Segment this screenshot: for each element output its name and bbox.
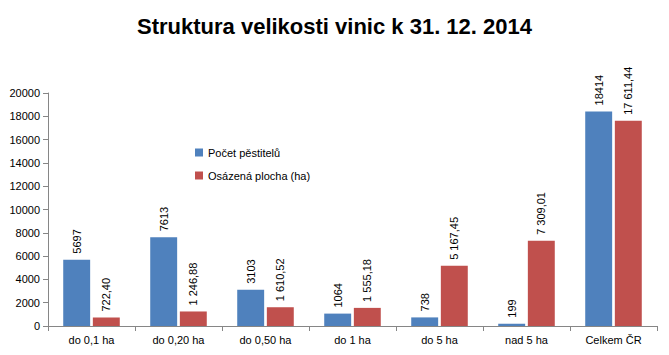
svg-text:16000: 16000 xyxy=(9,134,40,146)
svg-text:2000: 2000 xyxy=(16,297,40,309)
svg-text:3103: 3103 xyxy=(245,259,257,283)
svg-text:20000: 20000 xyxy=(9,87,40,99)
svg-text:Struktura velikosti vinic k 31: Struktura velikosti vinic k 31. 12. 2014 xyxy=(137,14,533,39)
svg-text:7613: 7613 xyxy=(158,207,170,231)
svg-text:8000: 8000 xyxy=(16,227,40,239)
svg-text:nad 5 ha: nad 5 ha xyxy=(505,334,549,346)
svg-text:17 611,44: 17 611,44 xyxy=(622,67,634,115)
svg-text:18000: 18000 xyxy=(9,110,40,122)
svg-text:12000: 12000 xyxy=(9,180,40,192)
svg-text:1 246,88: 1 246,88 xyxy=(187,263,199,306)
svg-text:1064: 1064 xyxy=(332,283,344,307)
svg-text:Počet pěstitelů: Počet pěstitelů xyxy=(208,147,280,159)
svg-text:1 610,52: 1 610,52 xyxy=(274,258,286,301)
svg-text:0: 0 xyxy=(34,320,40,332)
svg-text:Celkem ČR: Celkem ČR xyxy=(585,334,641,346)
svg-text:5 167,45: 5 167,45 xyxy=(448,217,460,260)
svg-text:5697: 5697 xyxy=(71,229,83,253)
svg-text:722,40: 722,40 xyxy=(100,278,112,312)
svg-text:do 0,1 ha: do 0,1 ha xyxy=(69,334,116,346)
svg-text:7 309,01: 7 309,01 xyxy=(535,192,547,235)
svg-text:1 555,18: 1 555,18 xyxy=(361,259,373,302)
svg-text:do 1 ha: do 1 ha xyxy=(334,334,372,346)
svg-text:do 5 ha: do 5 ha xyxy=(421,334,459,346)
svg-text:738: 738 xyxy=(419,293,431,311)
svg-text:14000: 14000 xyxy=(9,157,40,169)
svg-text:4000: 4000 xyxy=(16,273,40,285)
svg-text:18414: 18414 xyxy=(593,75,605,106)
svg-text:6000: 6000 xyxy=(16,250,40,262)
svg-text:do 0,50 ha: do 0,50 ha xyxy=(240,334,293,346)
svg-text:199: 199 xyxy=(506,299,518,317)
svg-text:Osázená plocha (ha): Osázená plocha (ha) xyxy=(208,170,310,182)
svg-text:10000: 10000 xyxy=(9,204,40,216)
svg-text:do 0,20 ha: do 0,20 ha xyxy=(153,334,206,346)
